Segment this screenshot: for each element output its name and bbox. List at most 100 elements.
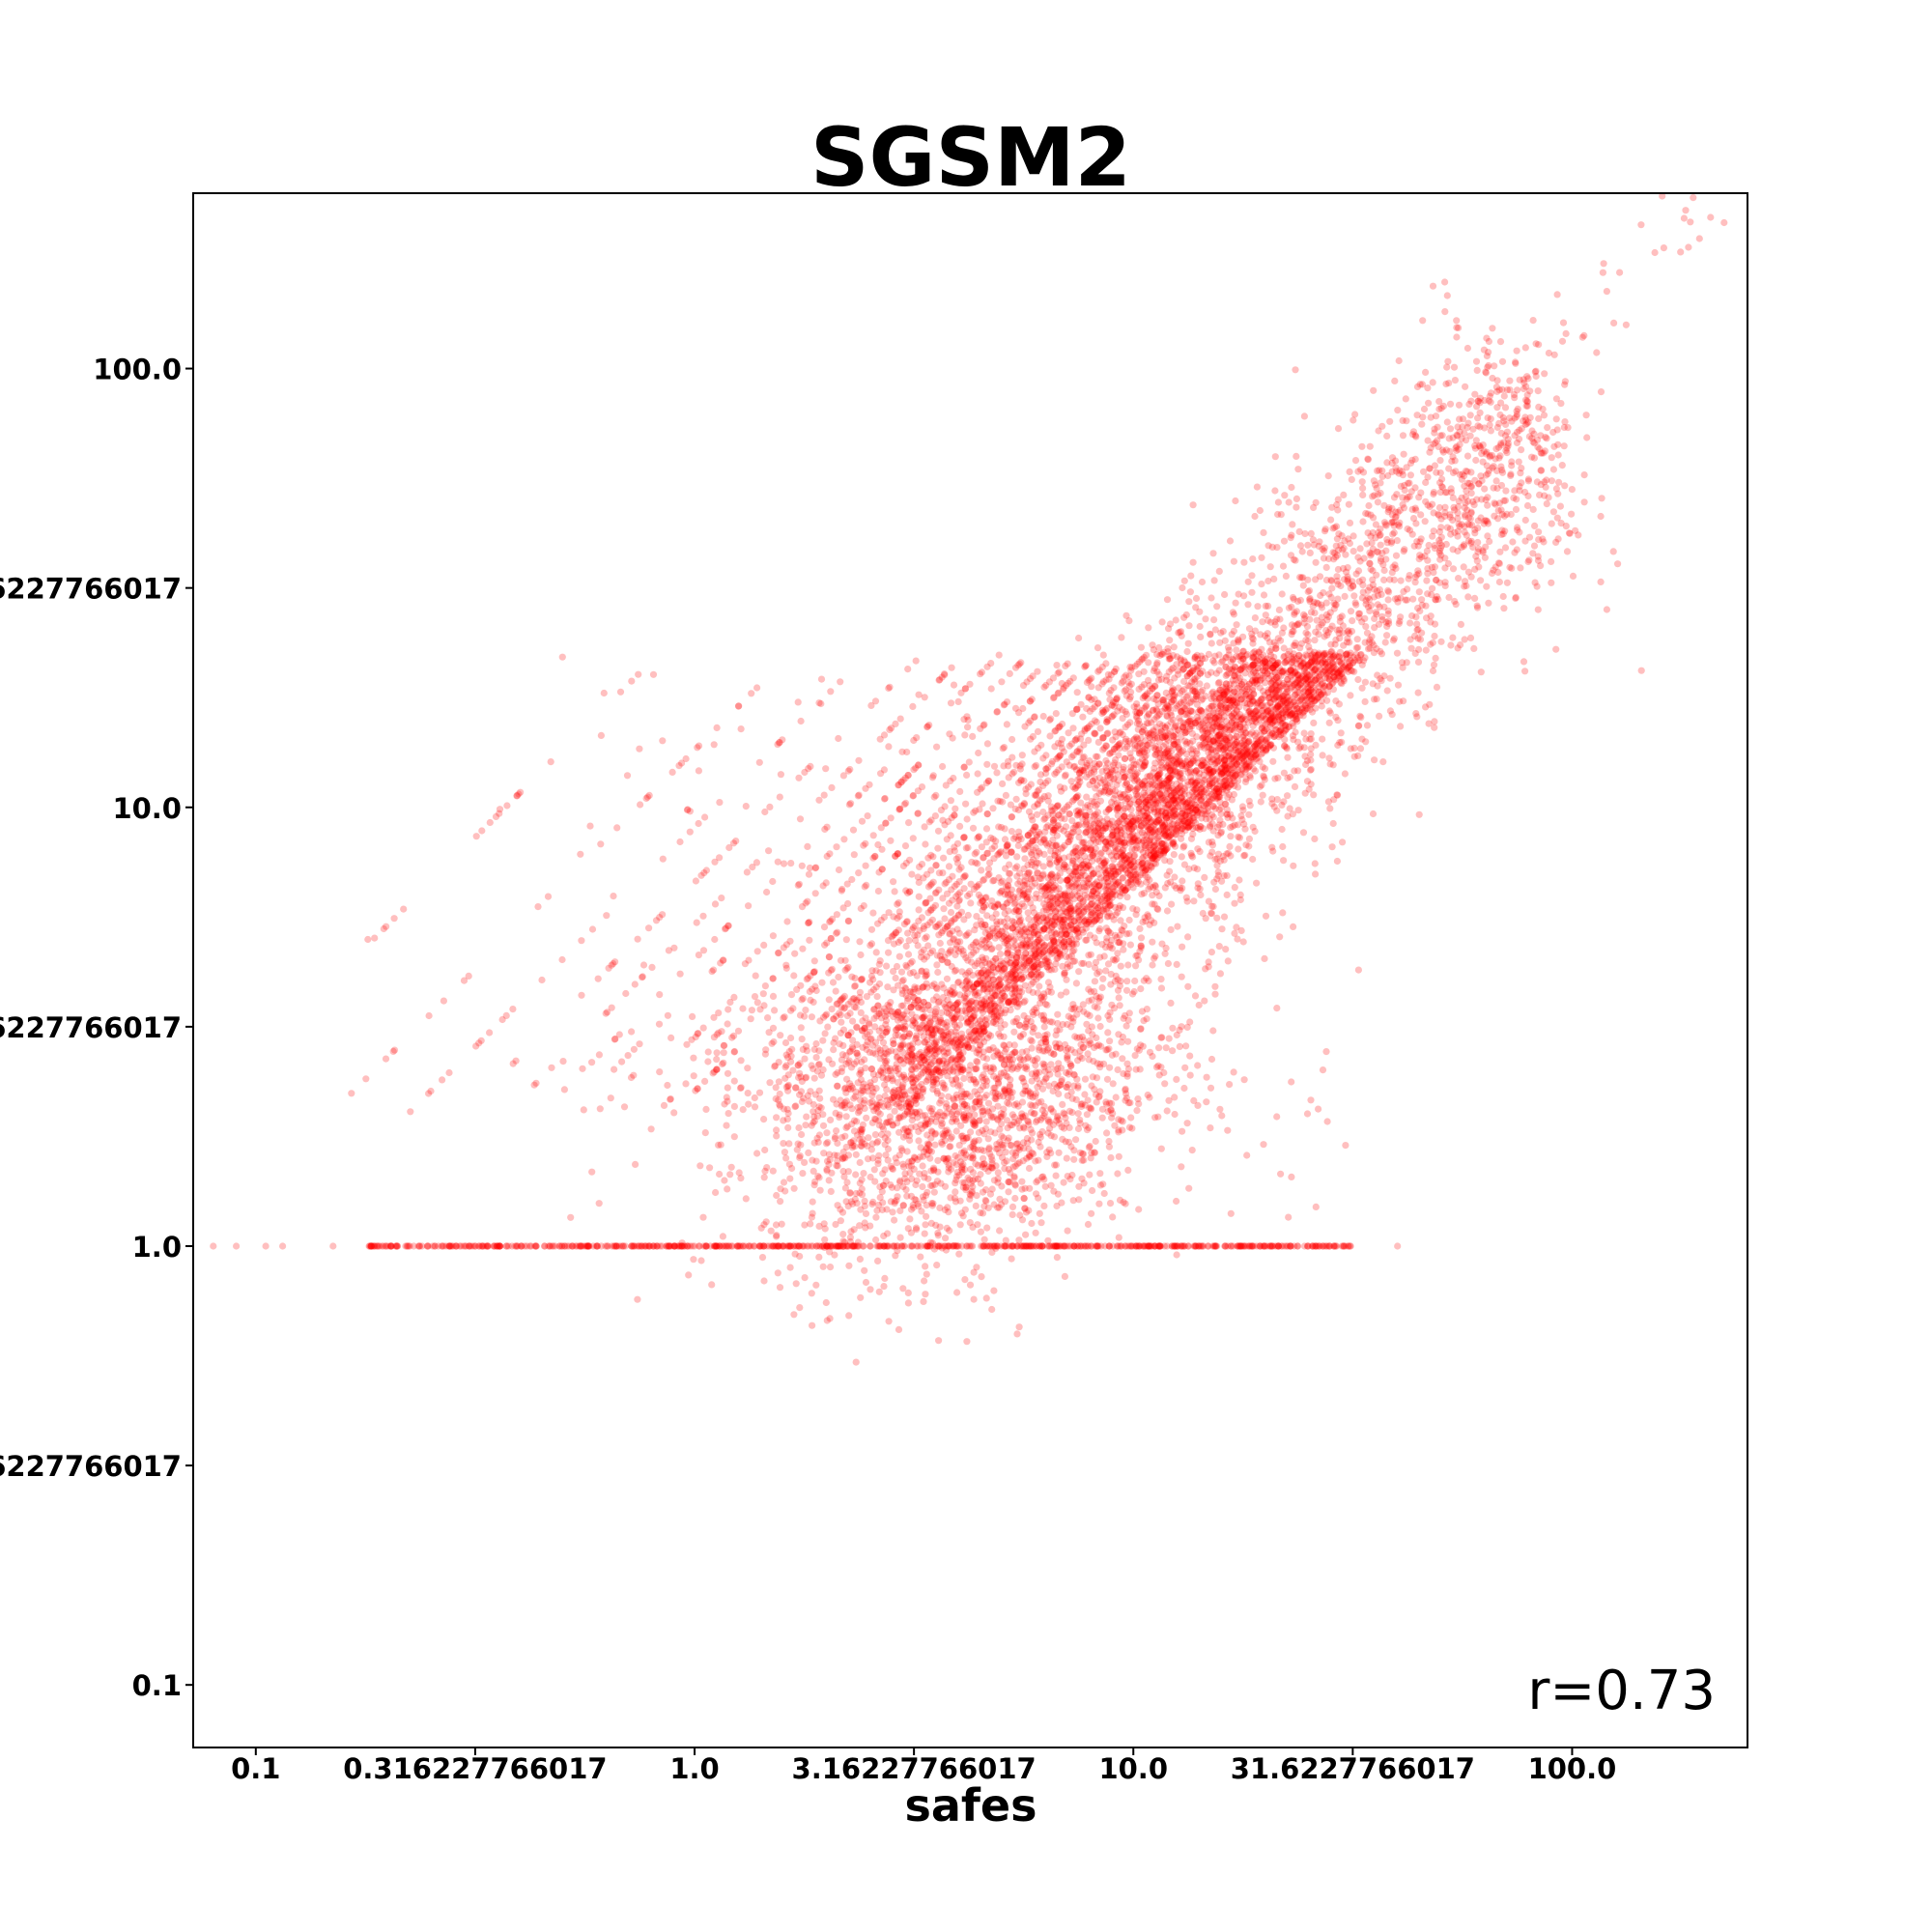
data-point	[819, 1037, 827, 1044]
data-point	[569, 1242, 577, 1250]
data-point	[1070, 1242, 1078, 1250]
data-point	[996, 951, 1005, 958]
data-point	[1096, 724, 1104, 732]
data-point	[648, 963, 656, 972]
data-point	[390, 915, 398, 923]
data-point	[702, 1242, 710, 1250]
data-point	[701, 1077, 709, 1085]
data-point	[786, 1242, 795, 1250]
data-point	[682, 754, 690, 763]
data-point	[869, 854, 877, 862]
data-point	[1345, 1242, 1352, 1250]
data-point	[866, 1242, 874, 1250]
data-point	[1073, 689, 1081, 696]
data-point	[1065, 810, 1073, 818]
data-point	[934, 844, 942, 852]
data-point	[1012, 795, 1020, 803]
data-point	[892, 974, 899, 982]
data-point	[371, 934, 379, 942]
data-point	[400, 905, 408, 913]
data-point	[850, 851, 858, 859]
data-point	[835, 734, 842, 743]
data-point	[926, 906, 935, 915]
data-point	[760, 1242, 768, 1250]
data-point	[943, 975, 952, 982]
data-point	[1009, 1242, 1016, 1250]
data-point	[1037, 1242, 1046, 1250]
data-point	[990, 855, 998, 863]
data-point	[1034, 727, 1042, 736]
data-point	[780, 1014, 787, 1022]
data-point	[909, 835, 917, 842]
data-point	[839, 904, 847, 912]
data-point	[899, 776, 907, 784]
data-point	[376, 1242, 384, 1250]
data-point	[858, 975, 867, 983]
data-point	[1211, 1242, 1219, 1250]
data-point	[839, 1026, 848, 1034]
data-point	[548, 1064, 555, 1071]
data-point	[1033, 1242, 1040, 1250]
data-point	[810, 957, 818, 965]
data-point	[1213, 1242, 1221, 1250]
data-point	[1025, 868, 1033, 876]
data-point	[827, 1187, 835, 1195]
data-point	[1028, 882, 1037, 890]
data-point	[446, 1242, 455, 1250]
data-point	[725, 843, 733, 852]
data-point	[845, 801, 854, 809]
data-point	[1085, 736, 1093, 745]
data-point	[568, 1242, 576, 1250]
data-point	[774, 1242, 781, 1250]
data-point	[546, 1242, 554, 1250]
data-point	[878, 866, 886, 873]
data-point	[900, 801, 908, 809]
data-point	[827, 688, 835, 696]
data-point	[1237, 1242, 1245, 1250]
data-point	[1195, 1242, 1203, 1250]
data-point	[775, 1242, 782, 1250]
data-point	[595, 1051, 604, 1059]
data-point	[1030, 1242, 1037, 1250]
data-point	[644, 1242, 652, 1250]
data-point	[622, 989, 630, 998]
data-point	[635, 1242, 642, 1250]
data-point	[793, 985, 801, 993]
data-point	[775, 950, 782, 957]
data-point	[721, 1041, 728, 1049]
data-point	[745, 1100, 753, 1108]
data-point	[851, 982, 859, 990]
data-point	[699, 1213, 707, 1221]
data-point	[953, 1289, 961, 1296]
data-point	[367, 1242, 375, 1250]
data-point	[724, 1069, 732, 1077]
data-point	[532, 1242, 540, 1250]
data-point	[881, 795, 889, 803]
data-point	[1197, 1242, 1206, 1250]
data-point	[995, 651, 1003, 659]
data-point	[639, 974, 646, 981]
data-point	[578, 937, 585, 945]
data-point	[712, 1242, 720, 1250]
data-point	[475, 1242, 483, 1250]
data-point	[752, 972, 759, 980]
data-point	[699, 1024, 707, 1032]
data-point	[701, 813, 709, 821]
data-point	[711, 900, 720, 908]
data-point	[1053, 1242, 1061, 1250]
data-point	[560, 1242, 568, 1250]
data-point	[945, 1242, 952, 1250]
data-point	[802, 1007, 810, 1014]
data-point	[879, 1242, 887, 1250]
data-point	[1126, 719, 1134, 726]
data-point	[392, 1242, 400, 1250]
data-point	[894, 850, 901, 858]
data-point	[790, 972, 798, 980]
data-point	[914, 810, 922, 817]
data-point	[912, 764, 920, 772]
data-point	[755, 1242, 763, 1250]
data-point	[833, 843, 840, 851]
data-point	[887, 837, 895, 844]
data-point	[835, 973, 842, 981]
data-point	[1046, 1242, 1054, 1250]
